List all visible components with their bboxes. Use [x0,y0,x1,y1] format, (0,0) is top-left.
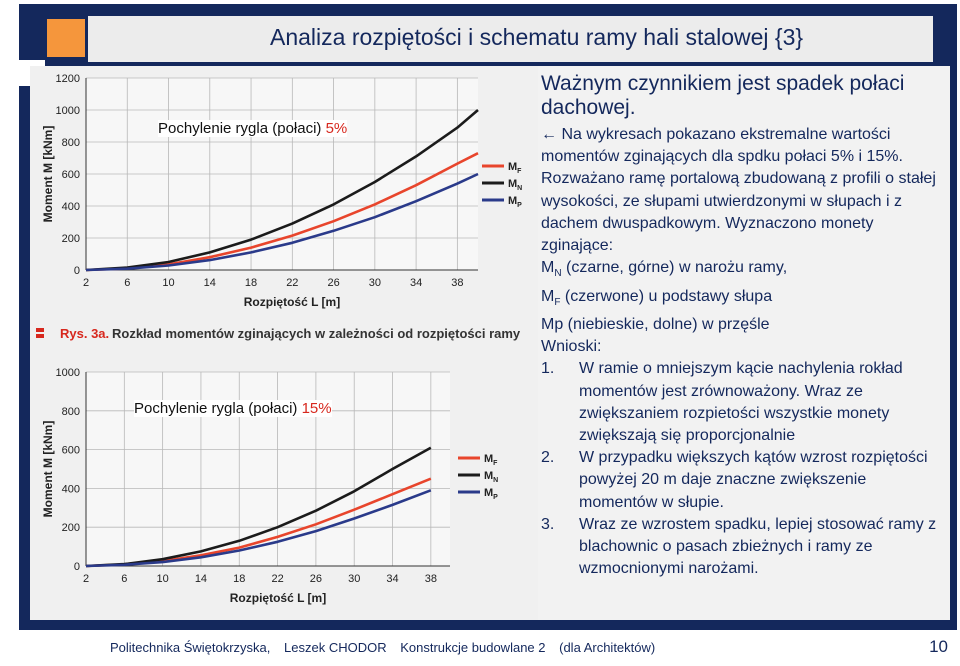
text-panel [538,66,950,620]
moment-mp-line: Mp (niebieskie, dolne) w przęśle [541,316,770,333]
footer: Politechnika Świętokrzyska, Leszek CHODO… [110,640,665,655]
title-bar [88,16,933,62]
conclusion-number: 3. [541,515,555,533]
series-line-mn [85,109,479,272]
x-tick-label: 14 [195,573,207,585]
footer-author: Leszek CHODOR [284,640,387,655]
conclusion-text: Wraz ze wzrostem spadku, lepiej stosować… [579,515,937,578]
x-tick-label: 30 [369,277,381,289]
intro-paragraph: ← Na wykresach pokazano ekstremalne wart… [541,124,945,257]
mf-symbol: M [541,287,555,305]
x-axis-label: Rozpiętość L [m] [230,591,326,605]
slope-label-5: Pochylenie rygla (połaci) 5% [158,120,348,137]
y-axis-label: Moment M [kNm] [41,126,55,223]
mf-description: (czerwone) u podstawy słupa [564,287,773,305]
x-tick-label: 26 [310,573,322,585]
x-tick-label: 10 [162,277,174,289]
y-tick-label: 800 [62,137,80,149]
mn-symbol: M [541,259,555,277]
x-tick-label: 22 [286,277,298,289]
y-tick-label: 200 [62,233,80,245]
x-axis-label: Rozpiętość L [m] [244,295,340,309]
orange-square-decoration [47,19,85,57]
figure-caption-prefix: Rys. 3a. [60,326,109,341]
y-tick-label: 600 [62,169,80,181]
mn-subscript: N [554,268,562,280]
legend-label-mn: MN [484,470,498,484]
x-tick-label: 18 [233,573,245,585]
legend-label-mp: MP [508,195,522,209]
x-tick-label: 26 [327,277,339,289]
series-line-mp [85,489,432,568]
conclusion-number: 2. [541,449,555,467]
slope-label-15-text: Pochylenie rygla (połaci) [134,400,298,417]
x-tick-label: 6 [121,573,127,585]
conclusion-item: 3. Wraz ze wzrostem spadku, lepiej stosow… [541,514,945,581]
x-tick-label: 34 [410,277,422,289]
intro-text: Na wykresach pokazano ekstremalne wartoś… [541,126,936,255]
y-tick-label: 1000 [56,105,80,117]
y-tick-label: 0 [74,265,80,277]
y-tick-label: 0 [74,561,80,573]
mn-description: (czarne, górne) w narożu ramy, [566,259,788,277]
figure-panel: 1200 1000 800 600 400 200 0 2 6 10 14 18 22 26 30 34 38 M… [30,66,538,620]
arrow-left-icon: ← [541,126,557,143]
y-tick-label: 600 [62,445,80,457]
y-tick-label: 1000 [56,367,80,379]
x-tick-label: 38 [425,573,437,585]
slide-title: Analiza rozpiętości i schematu ramy hali… [270,24,804,50]
y-tick-label: 1200 [56,73,80,85]
moment-mf-line: MF (czerwone) u podstawy słupa [541,286,945,314]
slope-label-5-value: 5% [325,120,348,137]
figure-caption: Rys. 3a. Rozkład momentów zginających w … [36,326,521,341]
legend-label-mp: MP [484,487,498,501]
text-panel-content: Ważnym czynnikiem jest spadek połaci dac… [541,72,945,580]
figure-caption-text: Rozkład momentów zginających w zależnośc… [112,326,521,341]
x-tick-label: 18 [245,277,257,289]
x-tick-label: 34 [386,573,398,585]
series-line-mp [85,172,479,272]
slope-label-15: Pochylenie rygla (połaci) 15% [134,400,332,417]
footer-audience: (dla Architektów) [559,640,656,655]
x-tick-label: 38 [451,277,463,289]
y-tick-label: 400 [62,201,80,213]
conclusion-number: 1. [541,360,555,378]
y-tick-label: 400 [62,483,80,495]
legend-label-mf: MF [484,453,498,467]
x-tick-label: 6 [124,277,130,289]
x-tick-label: 2 [83,277,89,289]
footer-course: Konstrukcje budowlane 2 [400,640,546,655]
conclusions-heading: Wnioski: [541,338,602,356]
x-tick-label: 14 [204,277,216,289]
y-tick-label: 800 [62,406,80,418]
moment-mn-line: MN (czarne, górne) w narożu ramy, [541,257,945,285]
x-tick-label: 2 [83,573,89,585]
legend-label-mf: MF [508,161,522,175]
x-tick-label: 10 [157,573,169,585]
y-axis-label: Moment M [kNm] [41,421,55,518]
lead-statement: Ważnym czynnikiem jest spadek połaci dac… [541,72,905,119]
y-tick-label: 200 [62,522,80,534]
conclusions-list: 1. W ramie o mniejszym kącie nachylenia r… [541,358,945,580]
legend-label-mn: MN [508,178,522,192]
slope-label-5-text: Pochylenie rygla (połaci) [158,120,322,137]
mf-subscript: F [554,296,561,308]
conclusion-text: W ramie o mniejszym kącie nachylenia rok… [579,360,903,445]
x-tick-label: 22 [271,573,283,585]
series-line-mn [85,446,432,568]
page-number: 10 [929,637,948,656]
slope-label-15-value: 15% [301,400,332,417]
conclusion-item: 2. W przypadku większych kątów wzrost roz… [541,447,945,514]
footer-institution: Politechnika Świętokrzyska, [110,640,271,655]
conclusion-item: 1. W ramie o mniejszym kącie nachylenia r… [541,358,945,447]
conclusion-text: W przypadku większych kątów wzrost rozpi… [579,449,928,511]
x-tick-label: 30 [348,573,360,585]
